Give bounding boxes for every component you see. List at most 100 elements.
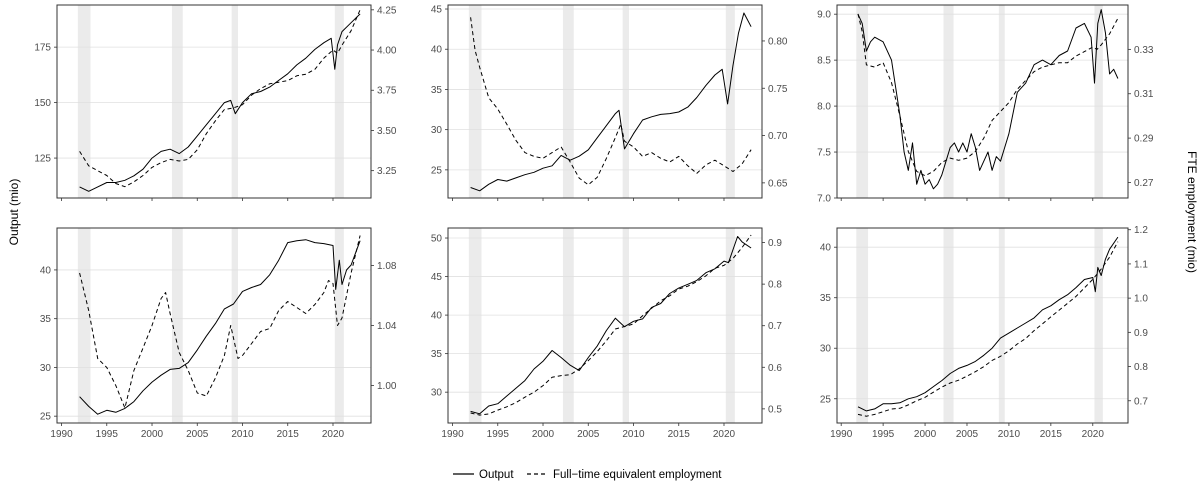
y2-tick-label: 0.65 [768, 178, 788, 189]
y2-tick-label: 3.25 [377, 166, 397, 177]
y-tick-label: 25 [820, 394, 832, 405]
series-line-fte-employment [470, 234, 752, 416]
x-tick-label: 1995 [872, 429, 895, 440]
series-line-fte-employment [79, 235, 361, 409]
y-tick-label: 125 [34, 154, 51, 165]
y-tick-label: 40 [820, 243, 832, 254]
y-tick-label: 35 [431, 349, 443, 360]
chart-panel-top-left: 125 150 175 3.25 3.50 3.75 4.00 4.25 [34, 4, 397, 201]
chart-panel-bottom-right: 25 30 35 40 0.7 0.8 0.9 1.0 1.1 1.2 1990 1995 2000 20… [820, 225, 1148, 440]
left-axis-title: Output (mio) [7, 179, 21, 246]
x-tick-label: 1995 [487, 429, 510, 440]
series-line-output [470, 12, 752, 192]
chart-panel-top-middle: 25 30 35 40 45 0.65 0.70 0.75 0.80 [431, 4, 788, 201]
y2-tick-label: 0.80 [768, 36, 788, 47]
series-line-fte-employment [857, 13, 1119, 177]
y2-tick-label: 0.5 [768, 404, 782, 415]
panel-border [56, 4, 372, 199]
panel-border [836, 227, 1129, 424]
y-tick-label: 25 [40, 412, 52, 423]
x-tick-label: 1990 [50, 429, 73, 440]
y2-tick-label: 0.75 [768, 84, 788, 95]
y-tick-label: 30 [820, 344, 832, 355]
y-tick-label: 7.0 [817, 194, 831, 205]
recession-band [231, 5, 238, 198]
y2-tick-label: 0.33 [1134, 45, 1154, 56]
y2-tick-label: 0.7 [768, 321, 782, 332]
y-tick-label: 25 [431, 165, 443, 176]
y2-tick-label: 0.9 [768, 238, 782, 249]
y-tick-label: 8.5 [817, 56, 831, 67]
y2-tick-label: 0.70 [768, 131, 788, 142]
y2-tick-label: 0.29 [1134, 134, 1154, 145]
legend-label-output: Output [479, 469, 514, 481]
recession-band [1094, 5, 1103, 198]
recession-band [1094, 228, 1103, 423]
y2-tick-label: 0.8 [1134, 362, 1148, 373]
recession-band [856, 5, 869, 198]
x-tick-label: 2010 [231, 429, 254, 440]
x-tick-label: 2005 [186, 429, 209, 440]
recession-band [468, 228, 482, 423]
legend-label-fte: Full−time equivalent employment [553, 469, 722, 481]
y-tick-label: 50 [431, 234, 443, 245]
x-tick-label: 2005 [956, 429, 979, 440]
recession-band [231, 228, 238, 423]
x-tick-label: 2000 [532, 429, 555, 440]
chart-panel-top-right: 7.0 7.5 8.0 8.5 9.0 0.27 0.29 0.31 0.33 [817, 4, 1154, 205]
recession-band [998, 5, 1005, 198]
chart-panels: 125 150 175 3.25 3.50 3.75 4.00 4.25 25 30 35 40 45 0… [34, 4, 1154, 440]
recession-band [943, 228, 954, 423]
series-line-fte-employment [857, 241, 1119, 417]
y2-tick-label: 0.9 [1134, 328, 1148, 339]
series-line-output [857, 236, 1119, 412]
recession-band [77, 5, 91, 198]
y2-tick-label: 0.31 [1134, 89, 1154, 100]
series-line-fte-employment [79, 9, 361, 188]
y-tick-label: 35 [820, 293, 832, 304]
x-tick-label: 2005 [577, 429, 600, 440]
x-tick-label: 1990 [441, 429, 464, 440]
series-line-output [79, 13, 361, 192]
recession-band [622, 5, 629, 198]
x-tick-label: 2015 [277, 429, 300, 440]
y2-tick-label: 0.7 [1134, 396, 1148, 407]
x-tick-label: 2010 [998, 429, 1021, 440]
y2-tick-label: 4.25 [377, 5, 397, 16]
x-tick-label: 1995 [96, 429, 119, 440]
y-tick-label: 45 [431, 272, 443, 283]
recession-band [725, 5, 735, 198]
y-tick-label: 8.0 [817, 102, 831, 113]
y2-tick-label: 1.00 [377, 381, 397, 392]
legend: Output Full−time equivalent employment [453, 469, 722, 481]
chart-panel-bottom-middle: 30 35 40 45 50 0.5 0.6 0.7 0.8 0.9 1990 1995 2000 200… [431, 227, 782, 440]
y2-tick-label: 3.50 [377, 126, 397, 137]
recession-band [562, 228, 574, 423]
recession-band [171, 228, 183, 423]
y-tick-label: 30 [431, 388, 443, 399]
y2-tick-label: 1.1 [1134, 259, 1148, 270]
recession-band [943, 5, 954, 198]
x-tick-label: 2015 [668, 429, 691, 440]
series-line-output [470, 236, 752, 415]
panel-border [447, 227, 763, 424]
recession-band [856, 228, 869, 423]
y-tick-label: 40 [431, 311, 443, 322]
series-line-output [79, 239, 361, 415]
panel-border [836, 4, 1129, 199]
y-tick-label: 175 [34, 43, 51, 54]
y-tick-label: 45 [431, 5, 443, 16]
panel-border [447, 4, 763, 199]
recession-band [998, 228, 1005, 423]
right-axis-title: FTE employment (mio) [1185, 151, 1199, 273]
recession-band [171, 5, 183, 198]
y-tick-label: 40 [40, 265, 52, 276]
y-tick-label: 35 [431, 85, 443, 96]
y-tick-label: 30 [431, 125, 443, 136]
recession-band [562, 5, 574, 198]
y2-tick-label: 0.6 [768, 363, 782, 374]
x-tick-label: 2000 [914, 429, 937, 440]
x-tick-label: 2020 [1082, 429, 1105, 440]
y2-tick-label: 1.04 [377, 321, 397, 332]
y2-tick-label: 4.00 [377, 46, 397, 57]
